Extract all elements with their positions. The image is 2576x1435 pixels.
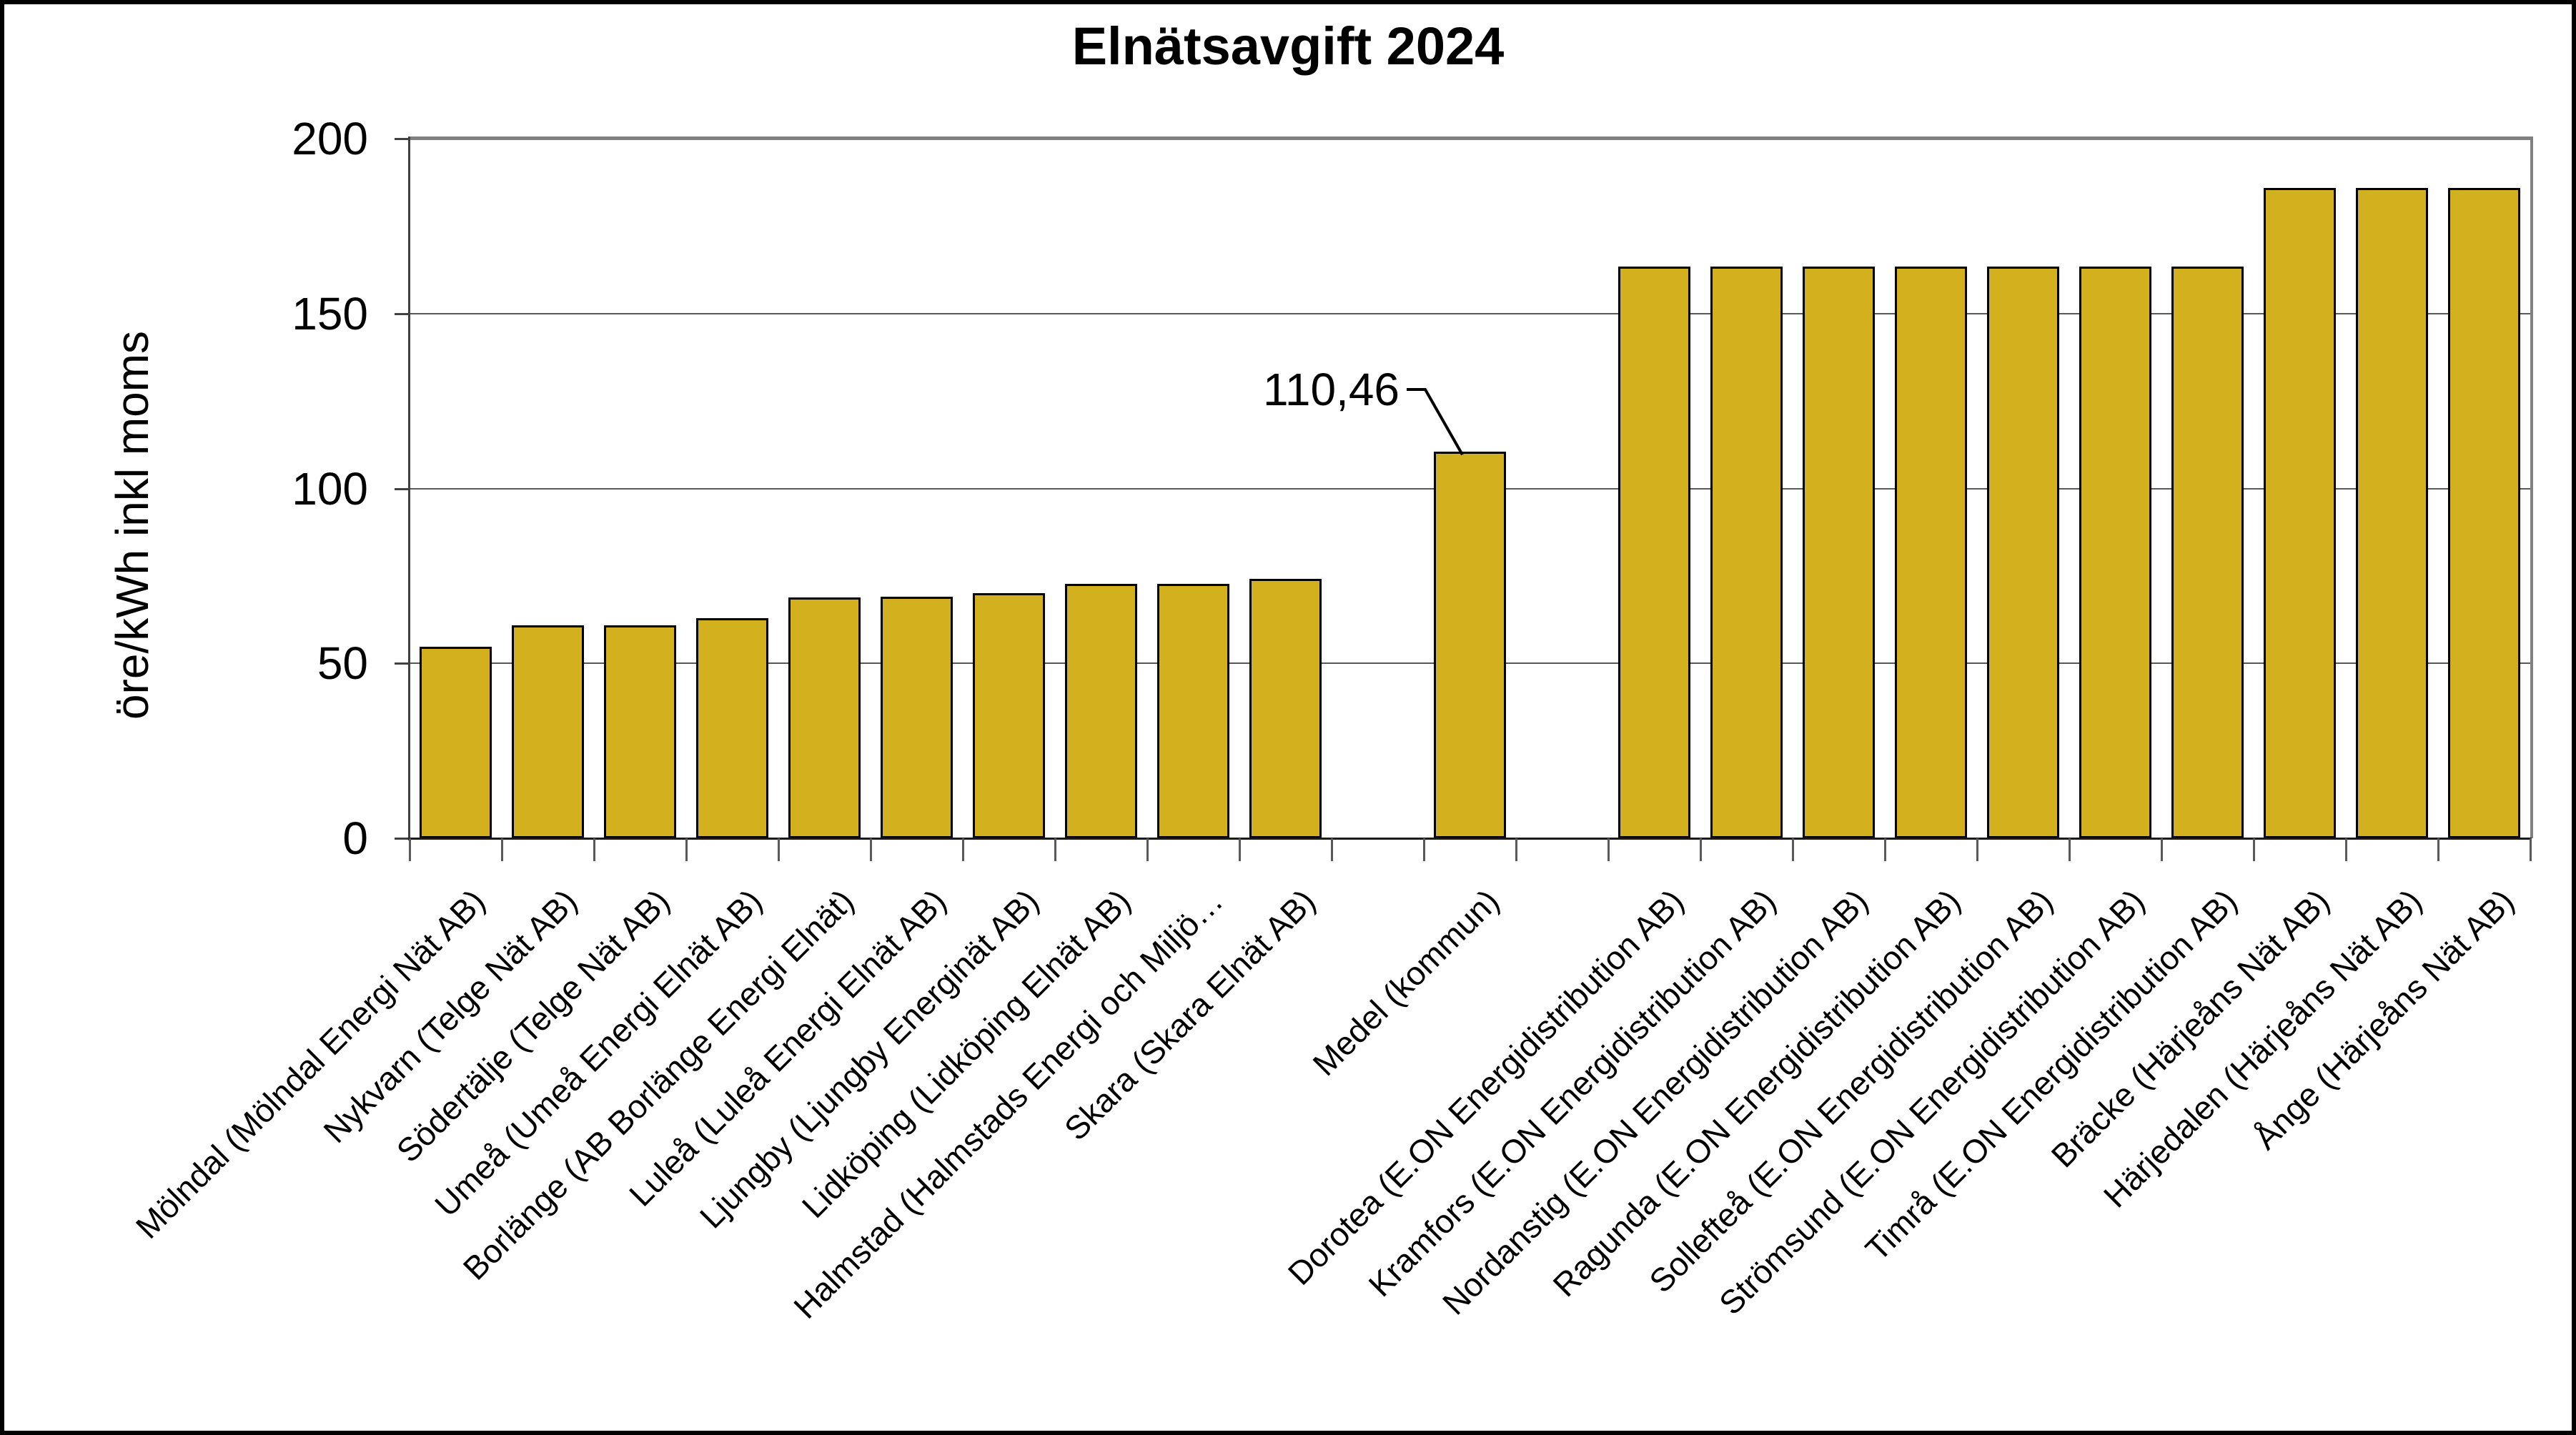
x-axis-tick — [870, 838, 872, 861]
x-axis-tick — [1423, 838, 1425, 861]
x-category-label: Halmstad (Halmstads Energi och Miljö… — [786, 882, 1230, 1326]
x-axis-tick — [2530, 838, 2532, 861]
x-axis-tick — [2069, 838, 2071, 861]
x-axis-tick — [1515, 838, 1517, 861]
x-axis-tick — [1239, 838, 1241, 861]
bar-dorotea — [1618, 267, 1690, 838]
x-axis-tick — [1607, 838, 1610, 861]
x-axis-tick — [1884, 838, 1886, 861]
bar-strömsund — [2079, 267, 2151, 838]
bar-sollefteå — [1987, 267, 2059, 838]
x-axis-tick — [685, 838, 688, 861]
x-axis-tick — [2345, 838, 2347, 861]
x-axis-tick — [2253, 838, 2255, 861]
x-category-label: Lidköping (Lidköping Elnät AB) — [794, 882, 1138, 1226]
y-tick-label-150: 150 — [292, 287, 368, 339]
bar-luleå — [881, 597, 953, 838]
x-axis-tick — [2161, 838, 2163, 861]
bar-skara — [1249, 578, 1322, 838]
y-tick-label-0: 0 — [342, 813, 368, 864]
bar-mölndal — [420, 646, 492, 838]
x-axis-tick — [1054, 838, 1056, 861]
x-category-label: Medel (kommun) — [1305, 882, 1507, 1083]
data-label-annotation: 110,46 — [1263, 364, 1400, 415]
x-axis-baseline — [408, 838, 2532, 840]
y-axis-tick-150 — [395, 312, 410, 315]
y-axis-tick-0 — [395, 838, 410, 840]
y-tick-label-50: 50 — [317, 637, 368, 690]
x-category-label: Nordanstig (E.ON Energidistribution AB) — [1435, 882, 1876, 1322]
bar-umeå — [696, 618, 768, 838]
x-axis-tick — [409, 838, 411, 861]
bar-medel — [1434, 452, 1506, 838]
y-tick-label-200: 200 — [292, 113, 368, 164]
bar-nordanstig — [1803, 267, 1875, 838]
x-axis-tick — [1331, 838, 1333, 861]
bar-nykvarn — [512, 625, 584, 838]
bar-bräcke — [2264, 187, 2336, 838]
x-axis-tick — [778, 838, 780, 861]
chart-title: Elnätsavgift 2024 — [1071, 16, 1505, 76]
plot-top-border — [410, 136, 2533, 140]
bar-timrå — [2171, 267, 2244, 838]
x-axis-tick — [1976, 838, 1978, 861]
y-axis-line — [408, 136, 410, 840]
x-category-label: Ljungby (Ljungby Energinät AB) — [692, 882, 1046, 1236]
bar-härjedalen — [2356, 187, 2428, 838]
bar-ljungby — [973, 592, 1045, 838]
bar-lidköping — [1065, 583, 1137, 838]
bar-borlänge — [788, 597, 861, 838]
x-axis-tick — [1792, 838, 1794, 861]
x-axis-tick — [1700, 838, 1702, 861]
bar-ånge — [2448, 187, 2520, 838]
y-axis-title: öre/kWh inkl moms — [106, 330, 158, 720]
x-axis-tick — [1146, 838, 1149, 861]
x-category-label: Strömsund (E.ON Energidistribution AB) — [1712, 882, 2152, 1322]
x-axis-tick — [2437, 838, 2439, 861]
plot-right-border — [2530, 139, 2533, 838]
bar-kramfors — [1710, 267, 1783, 838]
y-axis-tick-100 — [395, 487, 410, 490]
x-axis-tick — [593, 838, 595, 861]
x-axis-tick — [962, 838, 964, 861]
x-axis-tick — [501, 838, 503, 861]
y-axis-tick-200 — [395, 138, 410, 140]
bar-södertälje — [604, 625, 676, 838]
y-tick-label-100: 100 — [292, 462, 368, 515]
gridline-150 — [410, 312, 2530, 314]
bar-ragunda — [1895, 267, 1967, 838]
y-axis-tick-50 — [395, 662, 410, 665]
bar-halmstad — [1157, 583, 1229, 838]
